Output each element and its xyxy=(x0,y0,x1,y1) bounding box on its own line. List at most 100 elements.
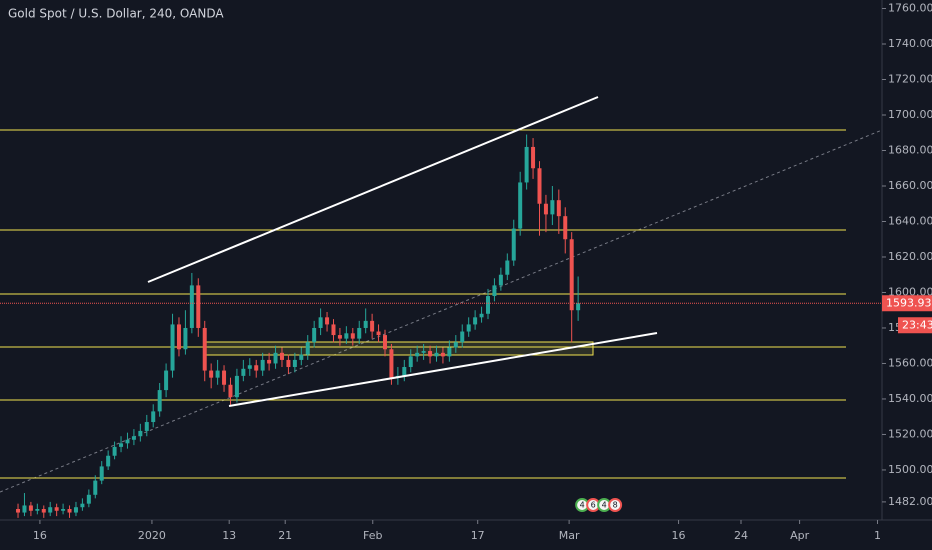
candle-body xyxy=(157,390,162,412)
y-tick-label: 1520.000 xyxy=(888,427,932,440)
candle-body xyxy=(112,446,117,456)
candle-body xyxy=(35,508,40,511)
candle-body xyxy=(131,436,136,440)
upper-trend xyxy=(147,96,599,283)
candles xyxy=(16,134,581,518)
price-badge-label: 1593.930 xyxy=(886,296,932,309)
candle-body xyxy=(466,324,471,332)
candle-body xyxy=(492,285,497,297)
candle-body xyxy=(408,356,413,368)
candle-body xyxy=(28,505,33,511)
y-tick-label: 1760.000 xyxy=(888,2,932,15)
candle-body xyxy=(151,411,156,423)
candle-body xyxy=(202,327,207,371)
chart-title: Gold Spot / U.S. Dollar, 240, OANDA xyxy=(8,7,224,21)
event-label: 4 xyxy=(602,501,607,510)
candle-body xyxy=(144,422,149,431)
candle-body xyxy=(16,508,21,513)
y-tick-label: 1640.000 xyxy=(888,214,932,227)
candle-body xyxy=(376,331,381,336)
candle-body xyxy=(305,342,310,355)
candle-body xyxy=(415,352,420,357)
candle-body xyxy=(550,200,555,215)
y-tick-label: 1600.000 xyxy=(888,285,932,298)
candle-body xyxy=(518,182,523,229)
candle-body xyxy=(299,354,304,360)
event-marker xyxy=(608,498,623,512)
candle-body xyxy=(402,367,407,376)
candle-body xyxy=(531,146,536,169)
candle-body xyxy=(370,320,375,332)
candle-body xyxy=(260,359,265,371)
y-tick-label: 1660.000 xyxy=(888,179,932,192)
candle-body xyxy=(41,508,46,513)
price-badge xyxy=(882,295,932,312)
candle-body xyxy=(569,239,574,311)
candle-body xyxy=(86,494,91,504)
x-tick-label: Mar xyxy=(559,529,580,542)
candle-body xyxy=(382,335,387,350)
y-tick-label: 1620.000 xyxy=(888,250,932,263)
candle-body xyxy=(505,260,510,275)
candle-body xyxy=(80,503,85,508)
candle-body xyxy=(254,365,259,371)
x-tick-label: 17 xyxy=(471,529,485,542)
candle-body xyxy=(473,317,478,325)
y-tick-label: 1740.000 xyxy=(888,37,932,50)
candle-body xyxy=(350,333,355,339)
x-tick-label: 16 xyxy=(672,529,686,542)
x-tick-label: Feb xyxy=(363,529,382,542)
candle-body xyxy=(247,365,252,369)
candle-body xyxy=(234,375,239,398)
y-tick-label: 1540.000 xyxy=(888,392,932,405)
candle-body xyxy=(337,335,342,339)
candle-body xyxy=(176,324,181,350)
candle-body xyxy=(279,352,284,360)
y-tick-label: 1500.000 xyxy=(888,463,932,476)
candle-body xyxy=(325,317,330,325)
candle-body xyxy=(344,333,349,339)
candle-body xyxy=(99,466,104,481)
candle-body xyxy=(440,352,445,357)
event-label: 6 xyxy=(591,501,596,510)
x-tick-label: 2020 xyxy=(138,529,166,542)
candle-body xyxy=(389,349,394,378)
candle-body xyxy=(434,352,439,357)
candle-body xyxy=(73,507,78,513)
candle-body xyxy=(576,303,581,311)
candle-body xyxy=(125,439,130,444)
lower-trend xyxy=(228,332,658,407)
y-tick-label: 1560.000 xyxy=(888,356,932,369)
y-tick-label: 1720.000 xyxy=(888,73,932,86)
candle-body xyxy=(357,327,362,339)
candle-body xyxy=(209,370,214,378)
countdown-badge xyxy=(898,317,932,334)
candle-body xyxy=(48,507,53,513)
x-tick-label: 24 xyxy=(734,529,748,542)
candle-body xyxy=(222,370,227,385)
candle-body xyxy=(183,327,188,350)
candle-body xyxy=(189,285,194,328)
candle-body xyxy=(537,168,542,204)
candle-body xyxy=(524,146,529,183)
candle-body xyxy=(563,216,568,240)
event-label: 4 xyxy=(580,501,585,510)
candle-body xyxy=(22,505,27,513)
candle-body xyxy=(164,370,169,391)
x-tick-label: Apr xyxy=(790,529,810,542)
candle-body xyxy=(447,347,452,357)
candle-body xyxy=(241,368,246,376)
candle-body xyxy=(54,507,59,511)
candle-body xyxy=(453,342,458,348)
x-tick-label: 16 xyxy=(33,529,47,542)
x-tick-label: 13 xyxy=(222,529,236,542)
candle-body xyxy=(428,351,433,357)
y-tick-label: 1680.000 xyxy=(888,143,932,156)
candle-body xyxy=(93,480,98,495)
candle-body xyxy=(286,359,291,368)
candle-body xyxy=(479,313,484,318)
x-tick-label: 1 xyxy=(874,529,881,542)
candle-body xyxy=(363,320,368,328)
